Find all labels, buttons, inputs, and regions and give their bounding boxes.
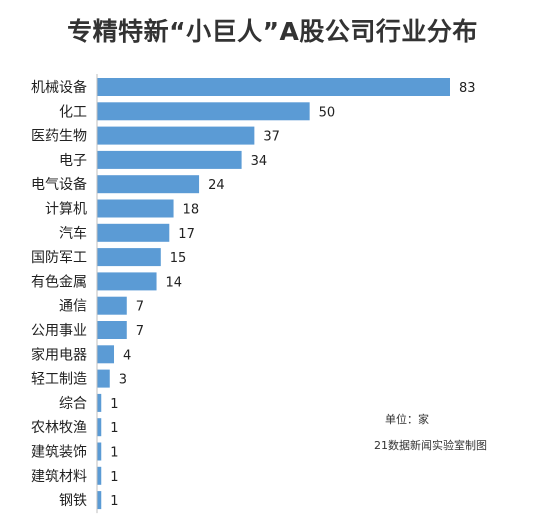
category-label: 有色金属: [31, 273, 87, 290]
bar: [97, 248, 161, 267]
value-label: 83: [459, 81, 476, 96]
category-label: 建筑材料: [31, 469, 87, 485]
value-label: 1: [110, 421, 118, 436]
category-label: 综合: [59, 396, 87, 412]
value-label: 17: [178, 227, 195, 242]
value-label: 15: [170, 251, 187, 266]
bar: [97, 393, 102, 412]
bar: [97, 199, 174, 218]
unit-note: 单位：家: [385, 413, 429, 426]
value-label: 1: [110, 494, 118, 509]
bar: [97, 418, 102, 437]
bar: [97, 369, 110, 388]
chart-title: 专精特新“小巨人”A股公司行业分布: [67, 17, 478, 46]
value-label: 34: [251, 154, 268, 169]
value-label: 7: [136, 324, 144, 339]
bar: [97, 78, 450, 96]
category-label: 计算机: [45, 202, 87, 218]
category-label: 通信: [59, 299, 87, 315]
value-label: 37: [263, 130, 280, 145]
category-label: 钢铁: [59, 493, 87, 509]
bar: [97, 491, 102, 510]
category-label: 医药生物: [31, 129, 87, 145]
category-label: 建筑装饰: [31, 445, 87, 461]
bar: [97, 442, 102, 461]
category-label: 机械设备: [31, 79, 87, 96]
source-note: 21数据新闻实验室制图: [374, 439, 487, 452]
category-label: 化工: [59, 104, 87, 120]
value-label: 18: [183, 203, 200, 218]
value-label: 1: [110, 470, 118, 485]
value-label: 7: [136, 300, 144, 315]
category-label: 轻工制造: [31, 372, 87, 388]
bar: [97, 102, 310, 121]
value-label: 1: [110, 397, 118, 412]
value-label: 14: [166, 275, 183, 290]
category-label: 电气设备: [31, 176, 87, 193]
value-label: 24: [208, 178, 225, 193]
bar: [97, 175, 200, 194]
category-label: 汽车: [59, 225, 87, 242]
bar: [97, 321, 127, 339]
bar: [97, 296, 127, 315]
bar: [97, 126, 255, 145]
value-label: 4: [123, 348, 131, 363]
category-label: 家用电器: [31, 346, 87, 363]
bar: [97, 272, 157, 291]
value-label: 50: [319, 105, 336, 120]
bar: [97, 223, 170, 242]
value-label: 3: [119, 373, 127, 388]
bar: [97, 150, 242, 169]
bar: [97, 345, 115, 364]
category-label: 公用事业: [31, 323, 87, 339]
category-label: 国防军工: [31, 250, 87, 266]
category-label: 电子: [59, 153, 87, 169]
category-label: 农林牧渔: [31, 420, 87, 436]
bar: [97, 466, 102, 485]
value-label: 1: [110, 446, 118, 461]
